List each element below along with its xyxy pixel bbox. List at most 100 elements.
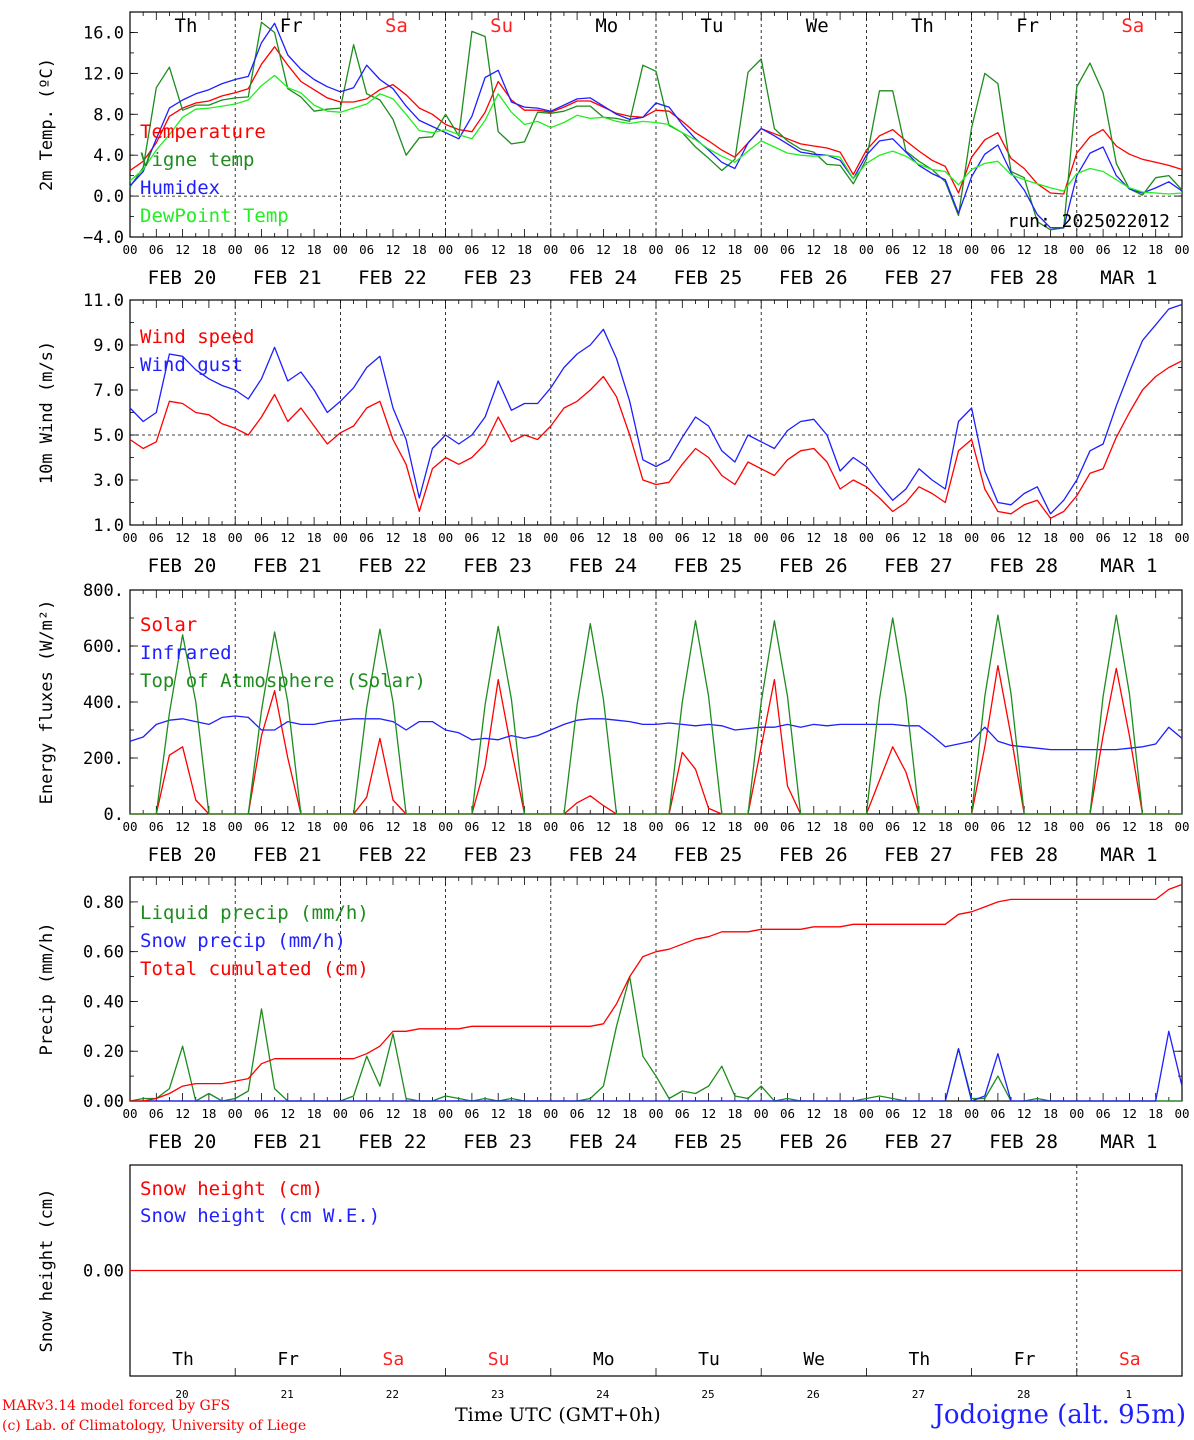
series-line-3 — [130, 883, 1183, 1102]
hour-tick-label: 06 — [1096, 530, 1111, 545]
hour-tick-label: 12 — [1122, 819, 1137, 834]
hour-tick-label: 18 — [1043, 819, 1058, 834]
date-label: FEB 20 — [148, 1131, 217, 1153]
hour-tick-label: 06 — [359, 530, 374, 545]
hour-tick-label: 18 — [622, 819, 637, 834]
date-label: FEB 25 — [674, 555, 743, 577]
hour-tick-label: 18 — [622, 242, 637, 257]
hour-tick-label: 18 — [727, 819, 742, 834]
weekday-label: Su — [490, 15, 513, 37]
hour-tick-label: 06 — [359, 242, 374, 257]
y-axis-title: Snow height (cm) — [37, 1189, 57, 1353]
hour-tick-label: 12 — [806, 819, 821, 834]
panel-1: 00 06 12 18 00 06 12 18 00 06 12 18 00 06 12 18 00 06 12 18… — [37, 11, 1190, 289]
series-line-2 — [129, 21, 1183, 231]
weekday-label: Mo — [595, 15, 618, 37]
hour-tick-label: 12 — [701, 819, 716, 834]
hour-tick-label: 12 — [491, 819, 506, 834]
hour-tick-label: 18 — [1148, 530, 1163, 545]
hour-tick-label: 00 — [438, 530, 453, 545]
date-label: FEB 20 — [148, 267, 217, 289]
hour-tick-label: 00 — [754, 530, 769, 545]
hour-tick-label: 12 — [1017, 1106, 1032, 1121]
hour-tick-label: 18 — [201, 819, 216, 834]
legend-entry: Vigne temp — [140, 149, 254, 171]
date-label: MAR 1 — [1100, 267, 1157, 289]
y-tick-label: 0.60 — [83, 943, 124, 963]
hour-tick-label: 06 — [885, 530, 900, 545]
hour-tick-label: 12 — [596, 1106, 611, 1121]
hour-tick-label: 12 — [491, 242, 506, 257]
hour-tick-label: 18 — [517, 819, 532, 834]
hour-tick-label: 00 — [543, 530, 558, 545]
hour-tick-label: 00 — [1069, 819, 1084, 834]
hour-tick-label: 00 — [964, 1106, 979, 1121]
weekday-label: Tu — [701, 15, 724, 37]
date-label: FEB 22 — [358, 1131, 427, 1153]
date-label: FEB 26 — [779, 1131, 848, 1153]
hour-tick-label: 06 — [149, 530, 164, 545]
panel-4: 00 06 12 18 00 06 12 18 00 06 12 18 00 06 12 18 00 06 12 18… — [37, 876, 1190, 1153]
date-label: FEB 22 — [358, 844, 427, 866]
hour-tick-label: 00 — [754, 819, 769, 834]
legend-entry: Total cumulated (cm) — [140, 958, 369, 980]
hour-tick-label: 06 — [570, 1106, 585, 1121]
hour-tick-label: 18 — [833, 1106, 848, 1121]
hour-tick-label: 06 — [570, 530, 585, 545]
panel-3: 00 06 12 18 00 06 12 18 00 06 12 18 00 06 12 18 00 06 12 18… — [37, 581, 1190, 866]
day-number-label: 24 — [596, 1388, 610, 1401]
day-number-label: 23 — [491, 1388, 504, 1401]
hour-tick-label: 00 — [859, 242, 874, 257]
hour-tick-label: 00 — [122, 242, 137, 257]
day-number-label: 21 — [281, 1388, 294, 1401]
y-tick-label: 0.80 — [83, 893, 124, 913]
series-line-2 — [129, 715, 1183, 751]
hour-tick-label: 06 — [990, 530, 1005, 545]
y-axis-title: Precip (mm/h) — [37, 922, 57, 1055]
y-tick-label: 600. — [83, 637, 124, 657]
hour-tick-label: 12 — [596, 242, 611, 257]
hour-tick-label: 12 — [596, 530, 611, 545]
date-label: FEB 27 — [884, 267, 953, 289]
date-label: FEB 26 — [779, 555, 848, 577]
hour-tick-label: 12 — [175, 242, 190, 257]
hour-tick-label: 00 — [754, 242, 769, 257]
hour-tick-label: 00 — [1174, 819, 1189, 834]
weekday-label: We — [806, 15, 829, 37]
hour-tick-label: 18 — [938, 530, 953, 545]
y-tick-label: 0.00 — [83, 1262, 124, 1282]
hour-tick-label: 00 — [859, 1106, 874, 1121]
hour-tick-label: 00 — [964, 530, 979, 545]
hour-tick-label: 00 — [122, 530, 137, 545]
legend-entry: Snow height (cm W.E.) — [140, 1205, 380, 1227]
hour-tick-label: 18 — [833, 530, 848, 545]
hour-tick-label: 18 — [1148, 1106, 1163, 1121]
legend-entry: DewPoint Temp — [140, 205, 289, 227]
date-label: FEB 20 — [148, 555, 217, 577]
weekday-label: Su — [488, 1349, 510, 1370]
legend-entry: Liquid precip (mm/h) — [140, 902, 369, 924]
y-tick-label: 3.0 — [93, 471, 124, 491]
date-label: FEB 21 — [253, 267, 322, 289]
hour-tick-label: 00 — [543, 819, 558, 834]
hour-tick-label: 06 — [780, 530, 795, 545]
hour-tick-label: 18 — [517, 1106, 532, 1121]
legend-entry: Humidex — [140, 177, 220, 199]
weekday-label: Fr — [1016, 15, 1039, 37]
weekday-label: Tu — [698, 1349, 720, 1370]
weekday-label: Mo — [593, 1349, 615, 1370]
weekday-label: Fr — [277, 1349, 299, 1370]
weekday-label: Th — [909, 1349, 931, 1370]
hour-tick-label: 12 — [806, 242, 821, 257]
hour-tick-label: 18 — [307, 242, 322, 257]
hour-tick-label: 06 — [359, 819, 374, 834]
hour-tick-label: 12 — [911, 242, 926, 257]
hour-tick-label: 06 — [990, 242, 1005, 257]
hour-tick-label: 06 — [675, 819, 690, 834]
hour-tick-label: 12 — [491, 1106, 506, 1121]
date-label: FEB 28 — [989, 844, 1058, 866]
date-label: FEB 27 — [884, 1131, 953, 1153]
legend-entry: Solar — [140, 614, 197, 636]
weekday-label: Fr — [280, 15, 303, 37]
date-label: FEB 25 — [674, 267, 743, 289]
